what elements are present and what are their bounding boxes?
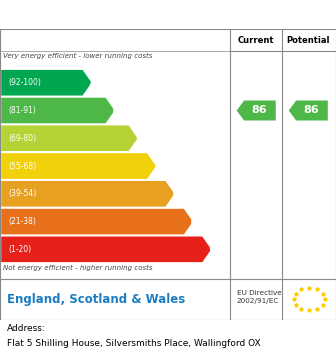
Polygon shape <box>1 153 157 179</box>
Text: A: A <box>89 76 100 90</box>
Polygon shape <box>1 208 194 235</box>
Text: (1-20): (1-20) <box>8 245 32 254</box>
Text: D: D <box>153 159 165 173</box>
Polygon shape <box>1 236 212 263</box>
Text: F: F <box>190 214 200 229</box>
Text: Current: Current <box>238 36 275 45</box>
Text: (55-68): (55-68) <box>8 162 37 170</box>
Polygon shape <box>1 180 175 207</box>
Text: B: B <box>112 104 123 118</box>
Text: Address:: Address: <box>7 324 45 333</box>
Text: Not energy efficient - higher running costs: Not energy efficient - higher running co… <box>3 264 153 271</box>
Text: EU Directive
2002/91/EC: EU Directive 2002/91/EC <box>237 290 282 304</box>
Text: (39-54): (39-54) <box>8 189 37 198</box>
Text: G: G <box>209 242 220 256</box>
Text: 86: 86 <box>304 105 320 115</box>
Text: E: E <box>172 187 181 201</box>
Text: Very energy efficient - lower running costs: Very energy efficient - lower running co… <box>3 53 153 60</box>
Text: (81-91): (81-91) <box>8 106 36 115</box>
Text: (92-100): (92-100) <box>8 78 41 87</box>
Polygon shape <box>237 100 276 120</box>
Text: Energy Efficiency Rating: Energy Efficiency Rating <box>63 7 273 22</box>
Text: C: C <box>135 131 145 145</box>
Text: 86: 86 <box>252 105 267 115</box>
Polygon shape <box>1 69 92 96</box>
Text: (69-80): (69-80) <box>8 134 37 143</box>
Text: Potential: Potential <box>287 36 330 45</box>
Text: (21-38): (21-38) <box>8 217 36 226</box>
Polygon shape <box>1 97 115 124</box>
Text: England, Scotland & Wales: England, Scotland & Wales <box>7 293 185 306</box>
Polygon shape <box>1 125 138 152</box>
Polygon shape <box>289 100 328 120</box>
Text: Flat 5 Shilling House, Silversmiths Place, Wallingford OX: Flat 5 Shilling House, Silversmiths Plac… <box>7 339 260 348</box>
